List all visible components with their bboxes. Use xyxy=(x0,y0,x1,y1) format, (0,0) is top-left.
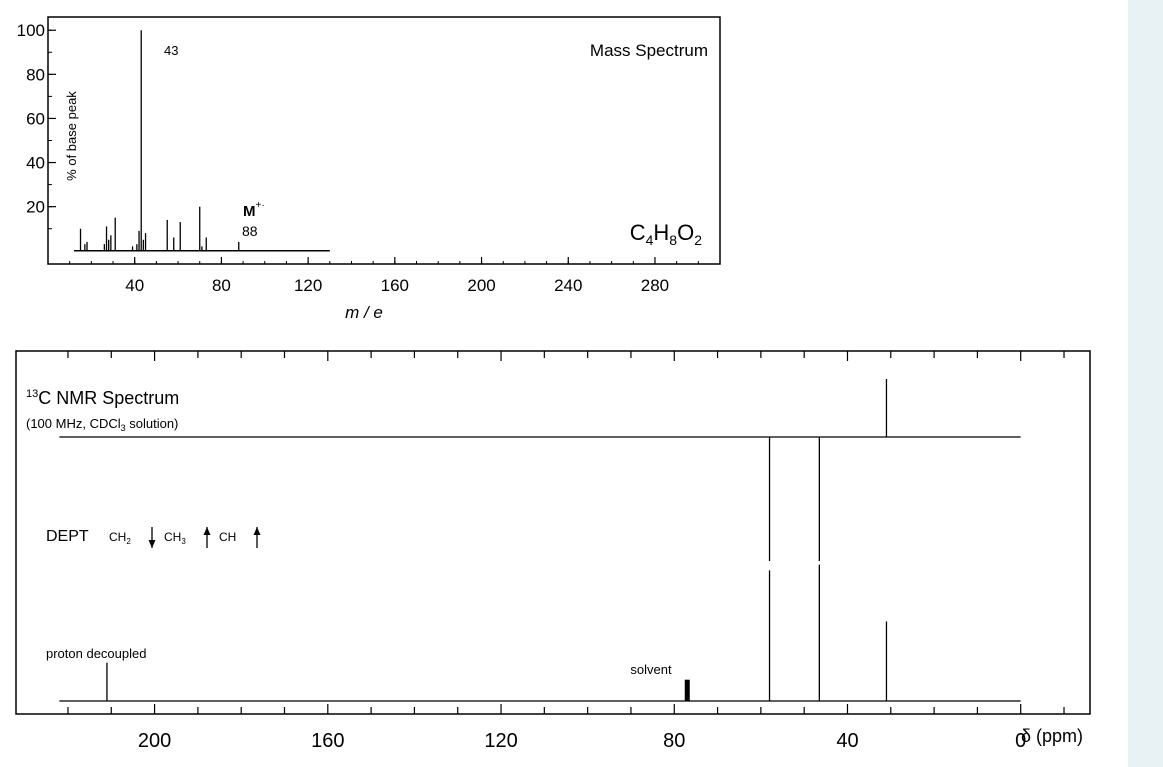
ms-x-tick-label: 160 xyxy=(381,276,409,295)
ms-y-tick-label: 40 xyxy=(26,154,45,173)
nmr-x-tick-label: 0 xyxy=(1015,730,1026,752)
nmr-x-tick-label: 80 xyxy=(663,730,685,752)
ms-molecular-ion-mz: 88 xyxy=(242,223,258,239)
dept-label: DEPT xyxy=(46,528,89,545)
nmr-x-tick-label: 160 xyxy=(311,730,344,752)
nmr-x-tick-label: 200 xyxy=(138,730,171,752)
nmr-traces xyxy=(59,379,1021,702)
ms-molecular-ion-label: M+· xyxy=(243,200,265,220)
proton-decoupled-label: proton decoupled xyxy=(46,646,146,661)
ms-y-tick-label: 80 xyxy=(26,65,45,84)
ms-axis-ticks: 40 80 120 160 200 240 280 20 40 60 80 100 xyxy=(17,21,699,295)
ms-peaks xyxy=(74,30,330,252)
solvent-label: solvent xyxy=(630,662,672,677)
nmr-plot-frame xyxy=(15,350,1091,715)
nmr-x-axis-label: δ (ppm) xyxy=(1021,726,1083,746)
ms-x-tick-label: 80 xyxy=(212,276,231,295)
ms-y-tick-label: 20 xyxy=(26,198,45,217)
right-side-panel xyxy=(1128,0,1163,767)
dept-legend: CH2 CH3 CH xyxy=(109,527,261,548)
up-arrow-icon xyxy=(203,527,211,535)
dept-legend-label: CH3 xyxy=(164,530,186,546)
down-arrow-icon xyxy=(148,540,156,548)
ms-base-peak-label: 43 xyxy=(164,43,178,58)
ms-y-axis-label: % of base peak xyxy=(64,91,79,181)
dept-legend-label: CH xyxy=(219,530,236,544)
c13-nmr-chart: 200 160 120 80 40 0 13C NMR Spectrum (100 MHz… xyxy=(15,350,1091,752)
dept-legend-label: CH2 xyxy=(109,530,131,546)
mass-spectrum-chart: 40 80 120 160 200 240 280 20 40 60 80 100 Mass Spec… xyxy=(17,16,721,322)
ms-x-axis-label: m / e xyxy=(345,303,383,322)
ms-molecular-formula: C4H8O2 xyxy=(630,220,703,248)
nmr-axis-ticks: 200 160 120 80 40 0 xyxy=(67,351,1065,752)
ms-x-tick-label: 120 xyxy=(294,276,322,295)
nmr-title: 13C NMR Spectrum xyxy=(26,388,179,408)
nmr-x-tick-label: 120 xyxy=(484,730,517,752)
ms-x-tick-label: 40 xyxy=(125,276,144,295)
nmr-subtitle: (100 MHz, CDCl3 solution) xyxy=(26,416,178,433)
ms-y-tick-label: 60 xyxy=(26,109,45,128)
up-arrow-icon xyxy=(253,527,261,535)
ms-x-tick-label: 240 xyxy=(554,276,582,295)
ms-title: Mass Spectrum xyxy=(590,41,708,60)
ms-x-tick-label: 280 xyxy=(641,276,669,295)
ms-y-tick-label: 100 xyxy=(17,21,45,40)
nmr-x-tick-label: 40 xyxy=(836,730,858,752)
ms-x-tick-label: 200 xyxy=(467,276,495,295)
